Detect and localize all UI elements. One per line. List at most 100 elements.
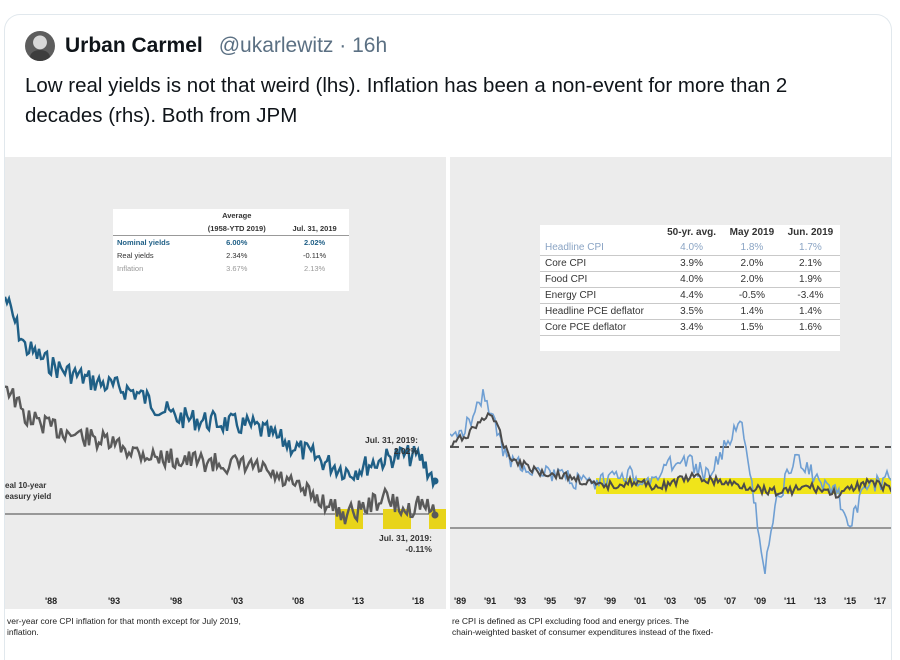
- left-footnote: ver-year core CPI inflation for that mon…: [5, 609, 446, 659]
- table-row-label: Core PCE deflator: [540, 319, 661, 336]
- table-cell: 3.5%: [660, 303, 723, 320]
- x-tick: '97: [574, 596, 587, 606]
- table-header: 50-yr. avg.: [667, 227, 717, 238]
- table-cell: 2.34%: [226, 251, 248, 260]
- annotation-line: 2.02%: [393, 446, 418, 456]
- x-tick: '07: [724, 596, 737, 606]
- table-header: Jul. 31, 2019: [292, 224, 337, 233]
- table-cell: -3.4%: [780, 287, 840, 304]
- nominal-end-point: [431, 477, 439, 485]
- table-cell: 1.4%: [722, 303, 781, 320]
- table-cell: 1.4%: [780, 303, 840, 320]
- left-summary-table: Average (1958-YTD 2019) Jul. 31, 2019 Nom…: [113, 209, 349, 291]
- x-tick: '18: [412, 596, 425, 606]
- footnote-line: ver-year core CPI inflation for that mon…: [7, 616, 241, 626]
- x-tick: '05: [694, 596, 707, 606]
- table-cell: 4.0%: [660, 271, 723, 288]
- left-chart-svg: [5, 294, 446, 529]
- x-tick: '15: [844, 596, 857, 606]
- footnote-line: chain-weighted basket of consumer expend…: [452, 627, 714, 637]
- table-cell: 1.8%: [722, 240, 781, 256]
- table-header: Jun. 2019: [787, 227, 834, 238]
- nominal-yield-series: [5, 294, 437, 490]
- x-tick: '88: [45, 596, 58, 606]
- series-label-line: easury yield: [5, 492, 52, 501]
- table-cell: 2.0%: [722, 271, 781, 288]
- table-cell: 2.02%: [280, 235, 349, 249]
- table-cell: 4.0%: [660, 240, 723, 256]
- footnote-line: re CPI is defined as CPI excluding food …: [452, 616, 690, 626]
- right-chart-svg: [450, 389, 891, 575]
- table-cell: -0.11%: [302, 251, 327, 260]
- right-footnote: re CPI is defined as CPI excluding food …: [450, 609, 891, 659]
- table-row-label: Food CPI: [540, 271, 661, 288]
- table-cell: 1.5%: [722, 319, 781, 336]
- real-annotation: Jul. 31, 2019: -0.11%: [379, 533, 432, 555]
- table-cell: 1.9%: [780, 271, 840, 288]
- table-cell: 3.4%: [660, 319, 723, 336]
- x-tick: '03: [231, 596, 244, 606]
- table-row-label: Nominal yields: [113, 235, 194, 249]
- core-cpi-series: [450, 411, 891, 499]
- table-cell: -0.5%: [722, 287, 781, 304]
- real-end-point: [431, 511, 439, 519]
- x-tick: '13: [352, 596, 365, 606]
- table-cell: 1.6%: [780, 319, 840, 336]
- table-row-label: Core CPI: [540, 255, 661, 272]
- author-name[interactable]: Urban Carmel: [65, 34, 203, 57]
- table-row-label: Energy CPI: [540, 287, 661, 304]
- table-row-label: Headline PCE deflator: [540, 303, 661, 320]
- handle-text: @ukarlewitz: [218, 34, 334, 57]
- headline-cpi-series: [450, 389, 891, 575]
- annotation-line: Jul. 31, 2019:: [365, 435, 418, 445]
- table-header: May 2019: [729, 227, 775, 238]
- annotation-line: Jul. 31, 2019:: [379, 533, 432, 543]
- x-tick: '93: [108, 596, 121, 606]
- x-tick: '01: [634, 596, 647, 606]
- annotation-line: -0.11%: [405, 544, 432, 554]
- table-cell: 6.00%: [193, 235, 281, 249]
- x-tick: '93: [514, 596, 527, 606]
- x-tick: '03: [664, 596, 677, 606]
- table-cell: 2.0%: [722, 255, 781, 272]
- table-row-label: Real yields: [117, 251, 154, 260]
- table-cell: 2.13%: [303, 264, 326, 273]
- right-summary-table: 50-yr. avg. May 2019 Jun. 2019 Headline …: [540, 225, 840, 351]
- x-tick: '08: [292, 596, 305, 606]
- series-label: eal 10-year easury yield: [5, 480, 51, 502]
- table-header: (1958-YTD 2019): [207, 224, 266, 233]
- nominal-annotation: Jul. 31, 2019: 2.02%: [365, 435, 418, 457]
- table-row-label: Inflation: [117, 264, 144, 273]
- x-tick: '09: [754, 596, 767, 606]
- real-yield-series: [5, 385, 437, 525]
- table-cell: 1.7%: [780, 240, 840, 256]
- x-tick: '89: [454, 596, 467, 606]
- author-avatar[interactable]: [25, 31, 55, 61]
- footnote-line: inflation.: [7, 627, 39, 637]
- tweet-card[interactable]: Urban Carmel @ukarlewitz · 16h Low real …: [4, 14, 892, 660]
- right-chart-image[interactable]: 50-yr. avg. May 2019 Jun. 2019 Headline …: [450, 157, 891, 659]
- table-row-label: Headline CPI: [540, 240, 661, 256]
- separator-dot: ·: [339, 34, 347, 57]
- series-label-line: eal 10-year: [5, 481, 47, 490]
- tweet-text: Low real yields is not that weird (lhs).…: [25, 74, 788, 127]
- x-tick: '11: [784, 596, 796, 606]
- x-tick: '17: [874, 596, 887, 606]
- table-cell: 3.9%: [660, 255, 723, 272]
- table-cell: 3.67%: [226, 264, 248, 273]
- table-cell: 2.1%: [780, 255, 840, 272]
- highlight-box: [383, 509, 411, 529]
- tweet-media[interactable]: Average (1958-YTD 2019) Jul. 31, 2019 Nom…: [5, 155, 891, 660]
- tweet-time[interactable]: 16h: [352, 34, 388, 57]
- author-handle[interactable]: @ukarlewitz · 16h: [219, 34, 387, 58]
- left-chart-image[interactable]: Average (1958-YTD 2019) Jul. 31, 2019 Nom…: [5, 157, 446, 659]
- table-cell: 4.4%: [660, 287, 723, 304]
- x-tick: '98: [170, 596, 183, 606]
- table-header: [540, 225, 660, 240]
- x-tick: '13: [814, 596, 827, 606]
- x-tick: '91: [484, 596, 497, 606]
- tweet-header: Urban Carmel @ukarlewitz · 16h: [25, 31, 387, 61]
- x-tick: '99: [604, 596, 617, 606]
- x-tick: '95: [544, 596, 557, 606]
- table-header: Average: [222, 211, 252, 220]
